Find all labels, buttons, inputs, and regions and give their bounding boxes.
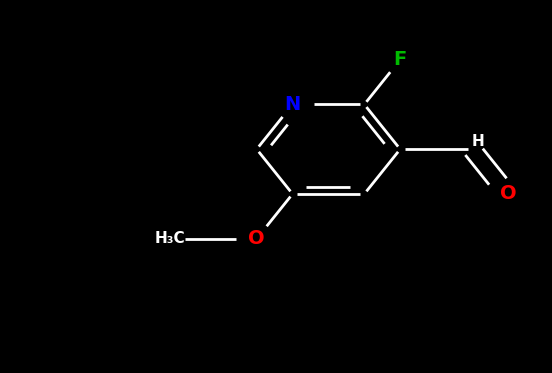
Text: O: O <box>500 185 516 203</box>
Text: H₃C: H₃C <box>155 231 185 246</box>
Text: F: F <box>394 50 407 69</box>
Text: O: O <box>248 229 265 248</box>
Text: N: N <box>284 95 301 114</box>
Text: H: H <box>472 134 485 149</box>
